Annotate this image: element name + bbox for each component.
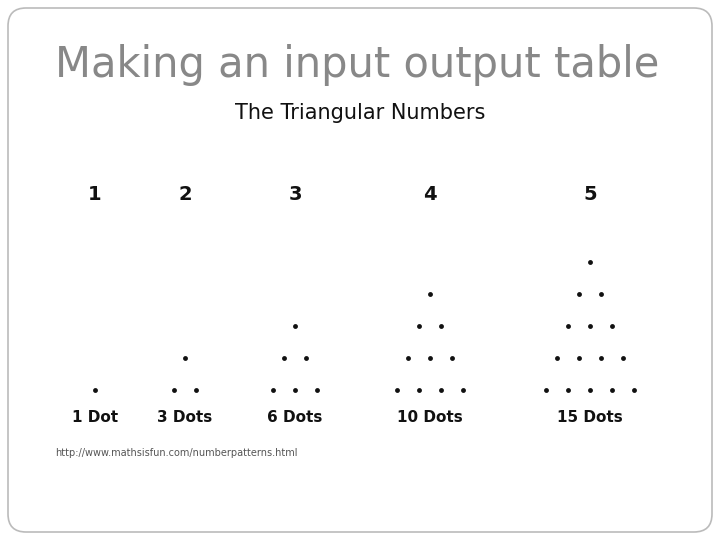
Text: 15 Dots: 15 Dots xyxy=(557,410,623,426)
Text: 6 Dots: 6 Dots xyxy=(267,410,323,426)
Text: http://www.mathsisfun.com/numberpatterns.html: http://www.mathsisfun.com/numberpatterns… xyxy=(55,448,297,458)
Text: 1 Dot: 1 Dot xyxy=(72,410,118,426)
Text: 4: 4 xyxy=(423,186,437,205)
Text: 3 Dots: 3 Dots xyxy=(158,410,212,426)
Text: 3: 3 xyxy=(288,186,302,205)
Text: 10 Dots: 10 Dots xyxy=(397,410,463,426)
Text: Making an input output table: Making an input output table xyxy=(55,44,660,86)
Text: The Triangular Numbers: The Triangular Numbers xyxy=(235,103,485,123)
Text: 5: 5 xyxy=(583,186,597,205)
Text: 1: 1 xyxy=(88,186,102,205)
FancyBboxPatch shape xyxy=(8,8,712,532)
Text: 2: 2 xyxy=(178,186,192,205)
